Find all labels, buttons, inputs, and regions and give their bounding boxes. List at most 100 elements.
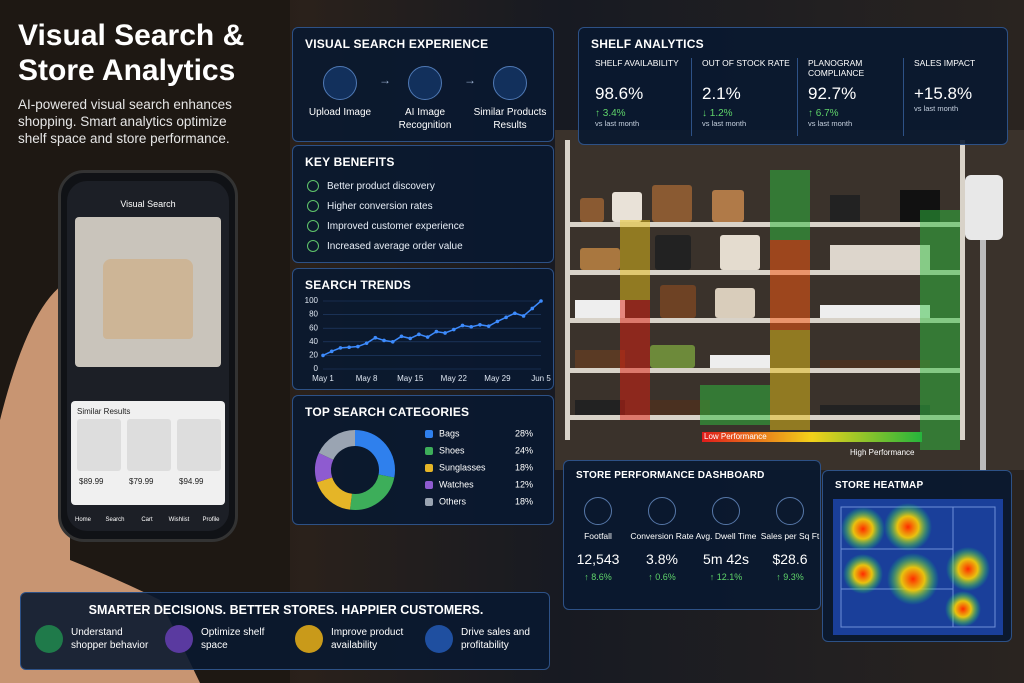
banner-icon bbox=[425, 625, 453, 653]
trend-point bbox=[469, 325, 474, 329]
trend-point bbox=[382, 338, 386, 343]
metric-label: PLANOGRAM COMPLIANCE bbox=[808, 58, 865, 78]
trend-point bbox=[399, 334, 404, 339]
benefit-icon bbox=[307, 180, 319, 192]
banner-icon bbox=[35, 625, 63, 653]
metric-value: 2.1% bbox=[702, 84, 741, 103]
panel-title: SEARCH TRENDS bbox=[305, 278, 411, 292]
kpi-label: Conversion Rate bbox=[630, 531, 694, 541]
legend-label: Others bbox=[439, 496, 467, 506]
banner-text: Understand shopper behavior bbox=[71, 627, 149, 651]
product-price: $89.99 bbox=[79, 477, 104, 486]
banner-item: Improve product availability bbox=[295, 625, 420, 653]
banner-item: Optimize shelf space bbox=[165, 625, 290, 653]
panel-title: TOP SEARCH CATEGORIES bbox=[305, 405, 470, 419]
phone: Visual Search Similar Results $89.99 $79.… bbox=[58, 170, 238, 542]
metric-note: vs last month bbox=[595, 119, 640, 128]
metric-label: SALES IMPACT bbox=[914, 58, 976, 68]
banner-text: Improve product availability bbox=[331, 627, 404, 651]
legend-low: Low Performance bbox=[704, 432, 767, 441]
x-tick-label: May 22 bbox=[441, 374, 468, 383]
trend-point bbox=[478, 323, 482, 327]
step-arrow: → bbox=[379, 73, 391, 87]
heatmap bbox=[833, 499, 1003, 635]
metric: OUT OF STOCK RATE 2.1% ↓ 1.2% vs last month bbox=[691, 58, 797, 136]
trend-point bbox=[434, 329, 439, 334]
panel-title: STORE HEATMAP bbox=[835, 480, 924, 491]
nav-item[interactable]: Profile bbox=[202, 517, 220, 523]
trend-chart: 0 20 40 60 80 100 May 1 May 8 May 15 May 22 May 29… bbox=[305, 296, 552, 383]
legend-swatch bbox=[425, 481, 433, 489]
benefit-text: Increased average order value bbox=[327, 240, 463, 252]
benefit-icon bbox=[307, 220, 319, 232]
hand bbox=[0, 280, 200, 683]
metric-change: ↓ 1.2% bbox=[702, 108, 733, 119]
legend-label: Shoes bbox=[439, 445, 465, 455]
visual-search-panel: VISUAL SEARCH EXPERIENCE Upload Image → AI… bbox=[292, 27, 554, 142]
trend-point bbox=[356, 344, 360, 349]
panel-title: SHELF ANALYTICS bbox=[591, 37, 704, 51]
trend-point bbox=[338, 346, 343, 350]
banner-text: Drive sales and profitability bbox=[461, 627, 530, 651]
legend-swatch bbox=[425, 447, 433, 455]
step-icon bbox=[323, 66, 357, 100]
kpi-value: 12,543 bbox=[576, 551, 620, 567]
bag bbox=[103, 259, 193, 339]
nav-item[interactable]: Cart bbox=[141, 517, 153, 523]
subtitle: AI-powered visual search enhances shoppi… bbox=[18, 97, 232, 146]
nav-item[interactable]: Home bbox=[74, 517, 91, 523]
nav-item[interactable]: Search bbox=[105, 517, 125, 523]
metric: SHELF AVAILABILITY 98.6% ↑ 3.4% vs last mon… bbox=[585, 58, 691, 136]
trend-point bbox=[530, 306, 535, 311]
banner-item: Drive sales and profitability bbox=[425, 625, 550, 653]
kpi: Sales per Sq Ft $28.6 ↑ 9.3% bbox=[758, 497, 822, 582]
metric-change: ↑ 3.4% bbox=[595, 108, 626, 119]
heat-blobs bbox=[841, 503, 990, 627]
banner-title: SMARTER DECISIONS. BETTER STORES. HAPPIE… bbox=[88, 603, 484, 617]
x-tick-label: May 1 bbox=[312, 374, 334, 383]
benefit-text: Better product discovery bbox=[327, 180, 435, 192]
nav-item[interactable]: Wishlist bbox=[168, 517, 190, 523]
categories-panel: TOP SEARCH CATEGORIES Bags 28% Shoes 24% Sun… bbox=[292, 395, 554, 525]
phone-title: Visual Search bbox=[120, 199, 176, 209]
banner-text: Optimize shelf space bbox=[201, 627, 265, 651]
legend-label: Sunglasses bbox=[439, 462, 486, 472]
trend-point bbox=[408, 336, 412, 341]
trend-point bbox=[329, 349, 334, 354]
y-tick-label: 80 bbox=[309, 310, 318, 319]
performance-panel: STORE PERFORMANCE DASHBOARD Footfall 12,5… bbox=[563, 460, 821, 610]
product-price: $79.99 bbox=[129, 477, 154, 486]
product-price: $94.99 bbox=[179, 477, 204, 486]
benefits-panel: KEY BENEFITS Better product discovery Hig… bbox=[292, 145, 554, 263]
y-tick-label: 60 bbox=[309, 323, 318, 332]
step: AI Image Recognition bbox=[386, 66, 464, 132]
trend-point bbox=[521, 314, 526, 318]
kpi: Conversion Rate 3.8% ↑ 0.6% bbox=[630, 497, 694, 582]
legend-swatch bbox=[425, 498, 433, 506]
kpi-icon bbox=[776, 497, 804, 525]
panel-title: VISUAL SEARCH EXPERIENCE bbox=[305, 37, 489, 51]
kpi-label: Avg. Dwell Time bbox=[695, 531, 757, 541]
trend-point bbox=[486, 324, 491, 328]
products bbox=[575, 185, 940, 415]
product-thumb bbox=[177, 419, 221, 471]
trend-point bbox=[443, 331, 447, 335]
step-label: AI Image Recognition bbox=[398, 107, 452, 131]
panel-title: KEY BENEFITS bbox=[305, 155, 395, 169]
x-tick-label: May 29 bbox=[484, 374, 511, 383]
banner-icon bbox=[295, 625, 323, 653]
donut-chart: Bags 28% Shoes 24% Sunglasses 18% Watches 12% Ot… bbox=[315, 428, 533, 510]
main-title: Visual Search & Store Analytics bbox=[18, 18, 244, 88]
step-label: Similar Products Results bbox=[473, 107, 547, 131]
donut-segment bbox=[349, 474, 395, 510]
legend-label: Bags bbox=[439, 428, 460, 438]
camera-pole bbox=[980, 240, 986, 470]
banner: SMARTER DECISIONS. BETTER STORES. HAPPIE… bbox=[20, 592, 550, 670]
kpi: Avg. Dwell Time 5m 42s ↑ 12.1% bbox=[694, 497, 758, 582]
shelf-heat-overlay bbox=[620, 170, 960, 450]
trend-point bbox=[373, 335, 378, 340]
step-label: Upload Image bbox=[308, 107, 372, 118]
kpi-label: Sales per Sq Ft bbox=[760, 531, 820, 541]
